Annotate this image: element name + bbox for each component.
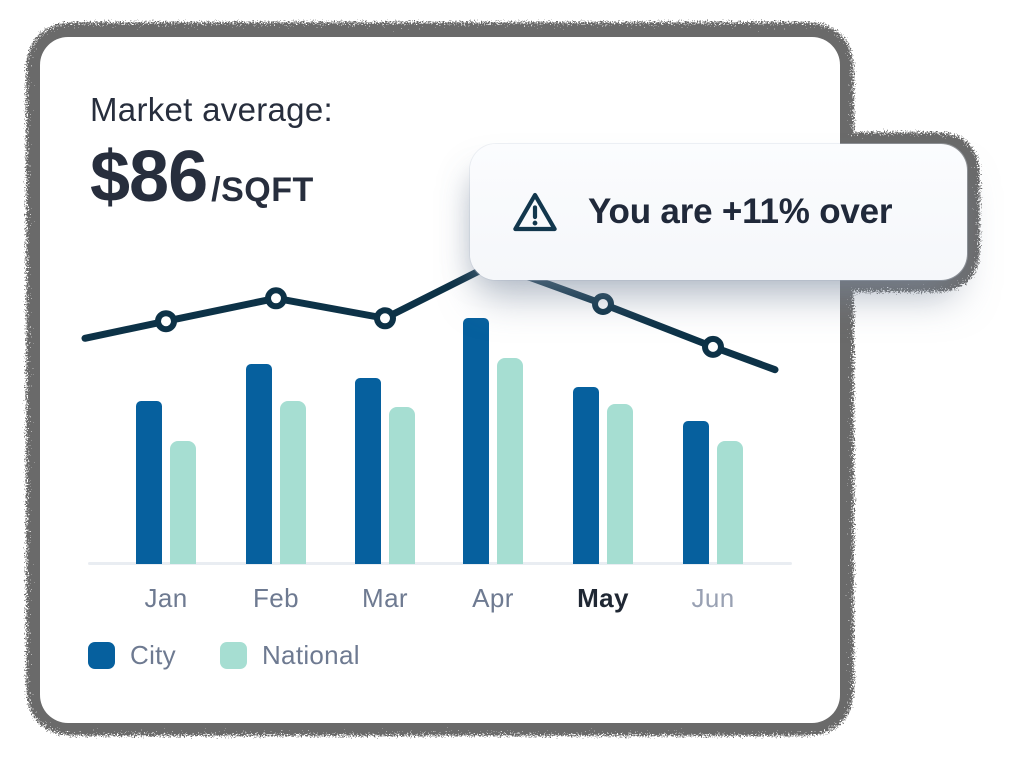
bar-city-jan[interactable] xyxy=(136,401,162,564)
month-labels: Jan Feb Mar Apr May Jun xyxy=(40,37,840,723)
legend: City National xyxy=(88,640,360,671)
national-swatch xyxy=(219,642,247,669)
market-average-card: Market average: $86 /SQFT Jan Feb Mar Apr Ma… xyxy=(40,37,840,723)
overage-callout: You are +11% over xyxy=(470,144,967,280)
legend-item-city[interactable]: City xyxy=(88,640,176,671)
bar-national-jan[interactable] xyxy=(170,441,196,564)
bar-city-may[interactable] xyxy=(573,387,599,564)
bar-national-apr[interactable] xyxy=(497,358,523,564)
bar-national-may[interactable] xyxy=(607,404,633,564)
bar-city-jun[interactable] xyxy=(683,421,709,564)
month-label-jan: Jan xyxy=(144,583,188,613)
bar-national-mar[interactable] xyxy=(389,407,415,564)
month-label-jun: Jun xyxy=(691,583,735,613)
legend-label-city: City xyxy=(130,640,176,670)
price-unit: /SQFT xyxy=(211,171,314,209)
warning-triangle-icon xyxy=(513,192,557,232)
month-label-mar: Mar xyxy=(362,583,408,613)
city-swatch xyxy=(88,642,115,669)
bar-city-mar[interactable] xyxy=(355,378,381,564)
month-label-apr: Apr xyxy=(472,583,514,613)
month-label-feb: Feb xyxy=(252,583,300,613)
month-label-may: May xyxy=(577,583,629,613)
bar-city-feb[interactable] xyxy=(246,364,272,564)
legend-item-national[interactable]: National xyxy=(219,640,360,671)
legend-label-national: National xyxy=(261,640,360,670)
card-title: Market average: xyxy=(90,91,333,128)
price: $86 /SQFT xyxy=(90,141,314,213)
bar-national-jun[interactable] xyxy=(717,441,743,564)
x-axis-line xyxy=(88,562,792,565)
price-value: $86 xyxy=(90,137,208,217)
callout-text: You are +11% over xyxy=(588,192,893,231)
bars-layer[interactable] xyxy=(40,37,840,723)
chart-area: Jan Feb Mar Apr May Jun xyxy=(40,37,840,723)
bar-national-feb[interactable] xyxy=(280,401,306,564)
